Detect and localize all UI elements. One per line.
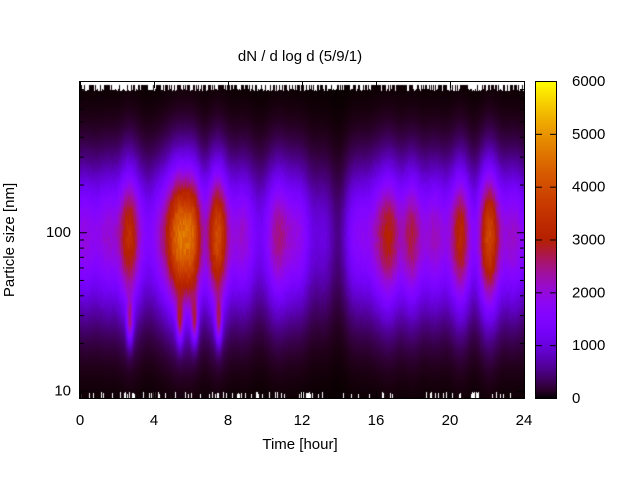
colorbar-tick-label: 5000 xyxy=(572,126,605,143)
x-tick-label: 4 xyxy=(150,412,158,429)
x-tick-label: 24 xyxy=(516,412,533,429)
colorbar-tick-label: 2000 xyxy=(572,284,605,301)
colorbar-tick-label: 0 xyxy=(572,390,580,407)
y-axis-label: Particle size [nm] xyxy=(1,183,18,297)
chart-title: dN / d log d (5/9/1) xyxy=(238,48,362,65)
colorbar-tick-label: 1000 xyxy=(572,337,605,354)
y-tick-label: 10 xyxy=(54,383,71,400)
x-tick-label: 0 xyxy=(76,412,84,429)
colorbar-tick-label: 6000 xyxy=(572,73,605,90)
x-tick-label: 20 xyxy=(442,412,459,429)
y-axis-ticks: 10 100 xyxy=(46,81,524,400)
x-tick-label: 12 xyxy=(294,412,311,429)
x-axis-label: Time [hour] xyxy=(262,436,337,453)
y-tick-label: 100 xyxy=(46,224,71,241)
colorbar-ticks: 0 1000 2000 3000 4000 5000 6000 xyxy=(535,73,605,407)
x-axis-ticks: 0 4 8 12 16 20 24 xyxy=(76,81,533,429)
colorbar-tick-label: 3000 xyxy=(572,232,605,249)
x-tick-label: 16 xyxy=(368,412,385,429)
colorbar-tick-label: 4000 xyxy=(572,179,605,196)
x-tick-label: 8 xyxy=(224,412,232,429)
heatmap-plot xyxy=(80,81,524,398)
